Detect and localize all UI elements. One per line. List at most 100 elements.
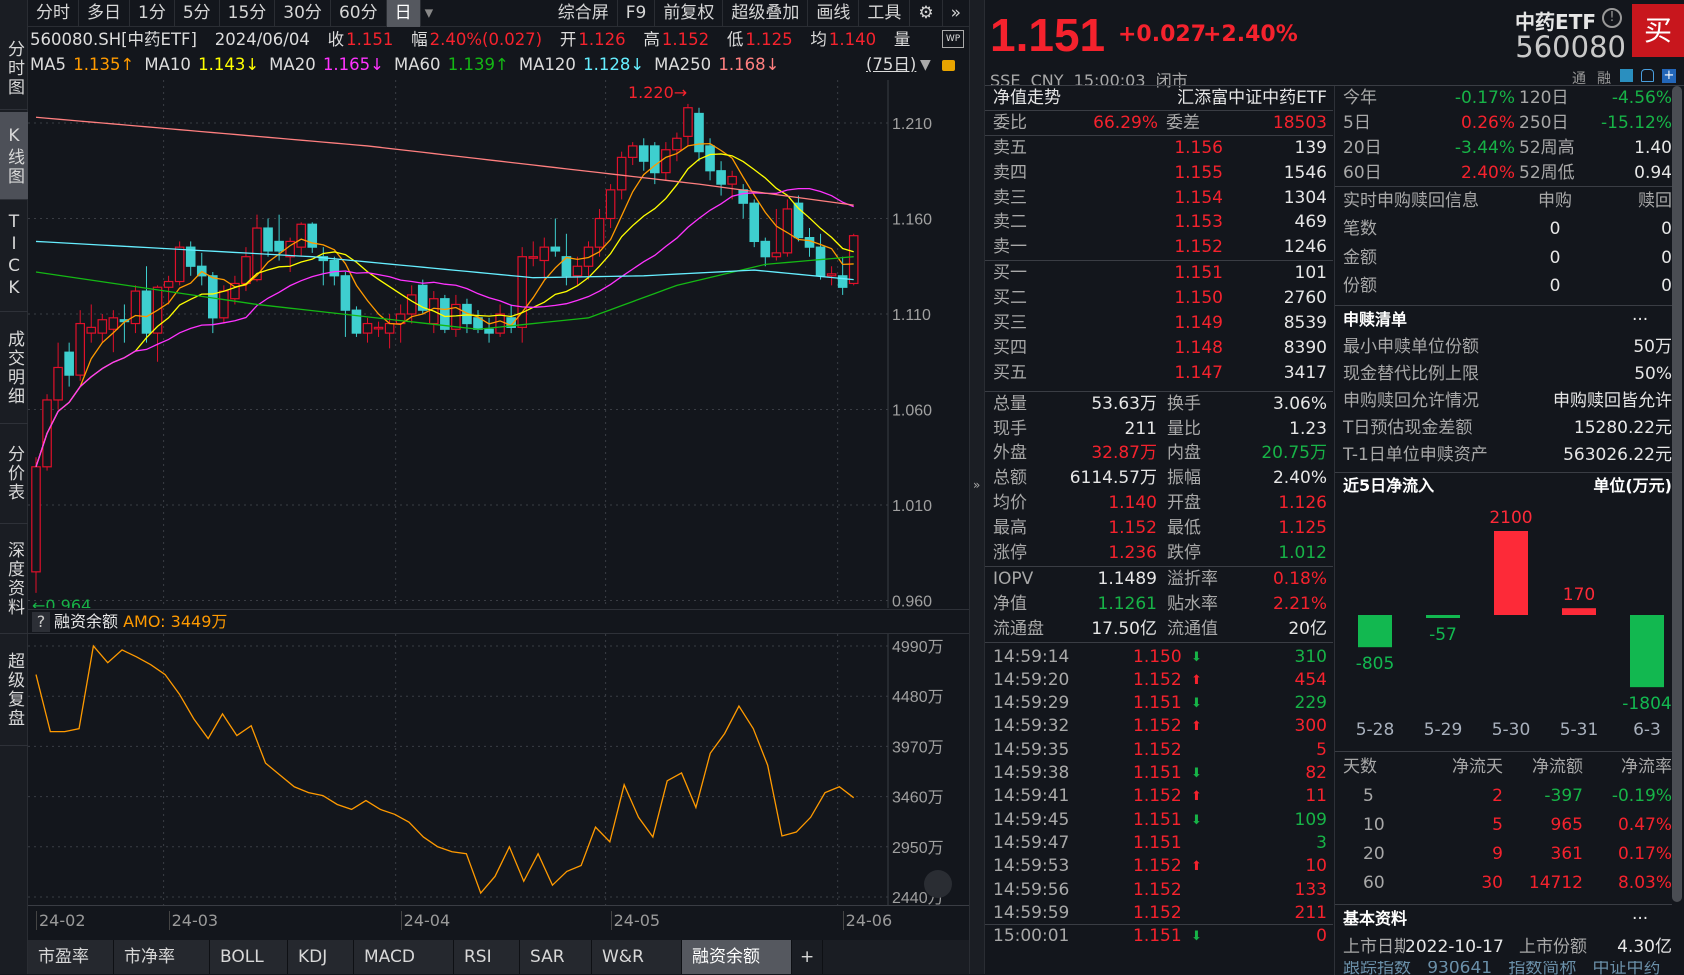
tool-4[interactable]: 画线 [808,0,860,27]
add-indicator-button[interactable]: + [792,940,824,974]
net-inflow-header: 近5日净流入 单位(万元) [1335,473,1672,499]
buy-button[interactable]: 买 [1632,4,1684,57]
sidebar-item-0[interactable]: 分时图 [0,28,28,110]
range-selector[interactable]: (75日) [866,55,917,74]
sidebar-item-5[interactable]: 深度资料 [0,524,28,634]
edit-pencil-icon[interactable] [1620,69,1633,82]
cell: 15280.22元 [1573,418,1672,439]
cell: 30 [1481,873,1503,894]
sidebar-item-1[interactable]: K线图 [0,112,28,200]
candle [539,237,550,280]
cell: 申购赎回允许情况 [1343,390,1479,411]
candle [141,266,152,343]
period-tab-60分[interactable]: 60分 [331,0,387,27]
cell: 15:00:01 [993,926,1070,947]
sidebar-item-2[interactable]: TICK [0,200,28,312]
indicator-tab-2[interactable]: BOLL [210,940,288,974]
cell: 上市日期 [1343,937,1405,958]
cell: 3 [1316,832,1327,853]
cell: 1.147 [1174,362,1223,383]
indicator-tab-5[interactable]: RSI [454,940,520,974]
sidebar-item-3[interactable]: 成交明细 [0,312,28,424]
lock-icon[interactable] [942,60,955,71]
cell: 1.151 [1174,263,1223,284]
add-watchlist-icon[interactable]: + [1662,68,1676,83]
candle-body [495,313,505,334]
arrow-up-icon: ⬆ [1191,789,1202,805]
cell: 2760 [1283,288,1327,309]
period-tab-1分[interactable]: 1分 [130,0,175,27]
period-dropdown[interactable]: ▾ [424,3,434,23]
tool-0[interactable]: 综合屏 [550,0,618,27]
indicator-tab-6[interactable]: SAR [520,940,592,974]
period-tab-30分[interactable]: 30分 [275,0,331,27]
settings-gear-icon[interactable]: ⚙ [910,0,943,27]
indicator-tab-8[interactable]: 融资余额 [682,940,792,974]
candle [848,233,859,286]
cell: 3417 [1283,362,1327,383]
tool-1[interactable]: F9 [618,0,656,27]
candle-body [241,256,251,285]
cell: 1.152 [1133,902,1182,923]
tool-3[interactable]: 超级叠加 [723,0,809,27]
candle-body [86,326,97,334]
indicator-tab-7[interactable]: W&R [592,940,682,974]
inflow-bar [1562,608,1596,616]
cell: 赎回 [1638,191,1672,211]
indicator-tab-0[interactable]: 市盈率 [28,940,114,974]
basket-block: 申赎清单 ··· 最小申赎单位份额 50万 现金替代比例上限 50% 申购赎回允许情况 申购赎… [1335,306,1672,474]
ma-name: MA5 [30,55,72,74]
nav-trend-link[interactable]: 净值走势 [993,88,1061,108]
cell: 量比 [1167,418,1201,439]
sidebar-item-6[interactable]: 超级复盘 [0,634,28,746]
candle-body [605,189,616,220]
cell: 申赎清单 [1343,309,1408,329]
candle-body [53,366,63,401]
range-dropdown-icon[interactable]: ▼ [920,57,931,73]
cell: -15.12% [1601,113,1672,133]
close-value: 1.151 [346,30,394,49]
period-tab-日[interactable]: 日 [386,0,421,27]
tool-2[interactable]: 前复权 [655,0,724,27]
arrow-down-icon: ⬇ [1191,766,1202,782]
indicator-tab-4[interactable]: MACD [354,940,454,974]
period-tab-15分[interactable]: 15分 [220,0,276,27]
basic-more-button[interactable]: ··· [1632,909,1649,930]
candlestick-chart[interactable]: 1.210 1.160 1.110 1.060 1.010 0.960 1.220→ ←0.9… [28,80,969,608]
help-button[interactable]: ? [32,612,50,632]
date-tick-label: 24-02 [36,911,86,930]
cell: 1246 [1283,237,1327,258]
indicator-tab-3[interactable]: KDJ [288,940,354,974]
low-value: 1.125 [745,30,793,49]
cell: 卖二 [993,212,1027,233]
basket-more-button[interactable]: ··· [1632,309,1649,330]
cell: 最高 [993,518,1027,539]
fund-info-panel: 今年 -0.17% 120日 -4.56% 5日 0.26% 250日 -15.12% 20日 -… [1334,86,1672,975]
alert-bell-icon[interactable] [1641,69,1654,82]
more-chevron-icon[interactable]: » [950,3,961,23]
trade-stats-row: 最高 1.152 最低 1.125 [985,516,1333,541]
panel-divider[interactable]: » [969,0,985,974]
info-icon[interactable]: ! [1602,8,1622,28]
period-tab-多日[interactable]: 多日 [79,0,130,27]
ma-name: MA120 [518,55,582,74]
candle [484,317,494,343]
cell: 66.29% [1093,112,1158,133]
scrollbar[interactable] [1672,86,1682,902]
indicator-tab-1[interactable]: 市净率 [114,940,210,974]
candle [649,142,660,185]
sidebar-item-4[interactable]: 分价表 [0,424,28,524]
cell: 总额 [993,468,1027,489]
period-tab-分时[interactable]: 分时 [28,0,79,27]
candle-body [163,280,174,288]
candle-body [462,303,472,325]
collapse-arrow-icon[interactable]: » [973,478,981,492]
sidebar-item-label: 分时图 [4,40,24,97]
tool-5[interactable]: 工具 [859,0,911,27]
cell: 1546 [1283,162,1327,183]
period-tab-5分[interactable]: 5分 [175,0,220,27]
cell: 1.151 [1133,926,1182,947]
indicator-title: 融资余额 [54,612,119,631]
wp-icon[interactable]: WP [942,30,964,48]
